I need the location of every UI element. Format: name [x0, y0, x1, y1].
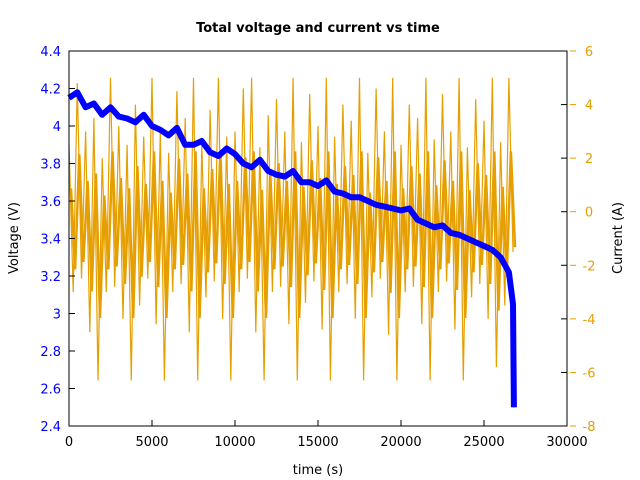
y-tick-label: 3.6	[40, 195, 61, 210]
y2-tick-label: -6	[583, 366, 596, 381]
y-tick-label: 2.6	[40, 383, 61, 398]
y2-tick-label: 4	[585, 99, 593, 114]
axes: 0 5000 10000 15000 20000 25000 30000 2.4 2.6 2.8 3…	[40, 45, 595, 450]
x-tick-label: 15000	[297, 435, 338, 450]
current-series-band	[69, 151, 517, 318]
y2-tick-label: 0	[585, 206, 593, 221]
voltage-series-line	[68, 90, 515, 408]
y-tick-label: 4	[53, 120, 61, 135]
y2-axis-label: Current (A)	[611, 202, 626, 274]
y-tick-label: 4.2	[40, 83, 61, 98]
y-axis-label: Voltage (V)	[7, 202, 22, 274]
y-tick-label: 3	[53, 308, 61, 323]
x-axis-label: time (s)	[293, 463, 343, 478]
y-tick-label: 3.4	[40, 233, 61, 248]
y2-tick-label: 6	[585, 45, 593, 60]
x-tick-label: 0	[65, 435, 73, 450]
y-tick-label: 3.2	[40, 270, 61, 285]
x-tick-label: 30000	[546, 435, 587, 450]
x-tick-label: 10000	[214, 435, 255, 450]
y-tick-label: 3.8	[40, 158, 61, 173]
y2-tick-label: 2	[585, 152, 593, 167]
x-tick-label: 20000	[380, 435, 421, 450]
chart-title: Total voltage and current vs time	[196, 21, 440, 36]
y2-tick-label: -8	[583, 420, 596, 435]
y2-tick-label: -4	[583, 313, 596, 328]
y-tick-label: 2.8	[40, 345, 61, 360]
x-tick-label: 5000	[135, 435, 168, 450]
y-tick-label: 4.4	[40, 45, 61, 60]
x-tick-label: 25000	[463, 435, 504, 450]
y2-tick-label: -2	[583, 259, 596, 274]
plot-area	[67, 77, 517, 408]
y-tick-label: 2.4	[40, 420, 61, 435]
